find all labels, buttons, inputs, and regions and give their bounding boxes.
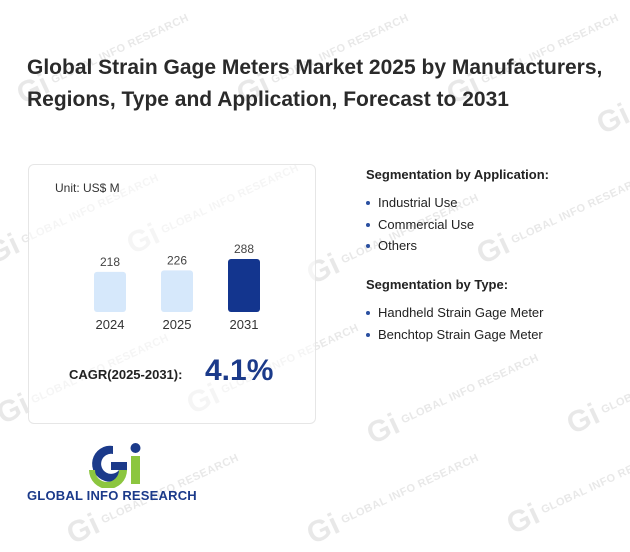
watermark-text: GLOBAL INFO RESEARCH [539,441,630,517]
watermark-mark-icon: Gi [301,507,346,552]
data-label-2031: 288 [234,242,254,256]
segmentation-application-list: Industrial Use Commercial Use Others [366,192,549,257]
watermark-mark-icon: Gi [361,407,406,452]
cagr-value: 4.1% [205,354,274,387]
x-tick-2031: 2031 [230,317,259,332]
segmentation-application-title: Segmentation by Application: [366,167,549,182]
watermark-mark-icon: Gi [561,397,606,442]
x-tick-2025: 2025 [163,317,192,332]
logo-mark-icon [89,443,141,488]
watermark-stamp: GiGLOBAL INFO RESEARCH [562,332,630,442]
type-item: Benchtop Strain Gage Meter [366,324,543,346]
company-logo: GLOBAL INFO RESEARCH [27,440,217,510]
data-label-2025: 226 [167,253,187,267]
x-tick-2024: 2024 [96,317,125,332]
watermark-stamp: GiGLOBAL INFO RESEARCH [362,342,546,452]
watermark-stamp: GiGLOBAL INFO RESEARCH [302,442,486,552]
application-item: Commercial Use [366,214,549,236]
bar-2031 [228,259,260,312]
segmentation-type-list: Handheld Strain Gage Meter Benchtop Stra… [366,302,543,345]
watermark-mark-icon: Gi [501,497,546,542]
logo-text: GLOBAL INFO RESEARCH [27,488,197,503]
page-title: Global Strain Gage Meters Market 2025 by… [27,56,603,111]
watermark-text: GLOBAL INFO RESEARCH [599,342,630,417]
cagr-label: CAGR(2025-2031): [69,367,183,382]
watermark-text: GLOBAL INFO RESEARCH [339,451,481,527]
market-bar-chart: 218 2024 226 2025 288 2031 [94,242,260,332]
application-item: Industrial Use [366,192,549,214]
market-size-card: Unit: US$ M 218 2024 226 2025 288 2031 CAGR(2… [28,164,316,424]
bar-2024 [94,271,126,312]
application-item: Others [366,235,549,257]
segmentation-application: Segmentation by Application: Industrial … [366,167,549,257]
watermark-mark-icon: Gi [0,227,26,272]
watermark-text: GLOBAL INFO RESEARCH [399,351,541,427]
data-label-2024: 218 [100,255,120,269]
bar-2025 [161,270,193,312]
watermark-mark-icon: Gi [61,507,106,552]
unit-label: Unit: US$ M [55,181,120,195]
segmentation-type: Segmentation by Type: Handheld Strain Ga… [366,277,543,345]
watermark-stamp: GiGLOBAL INFO RESEARCH [502,432,630,542]
segmentation-type-title: Segmentation by Type: [366,277,509,292]
type-item: Handheld Strain Gage Meter [366,302,543,324]
